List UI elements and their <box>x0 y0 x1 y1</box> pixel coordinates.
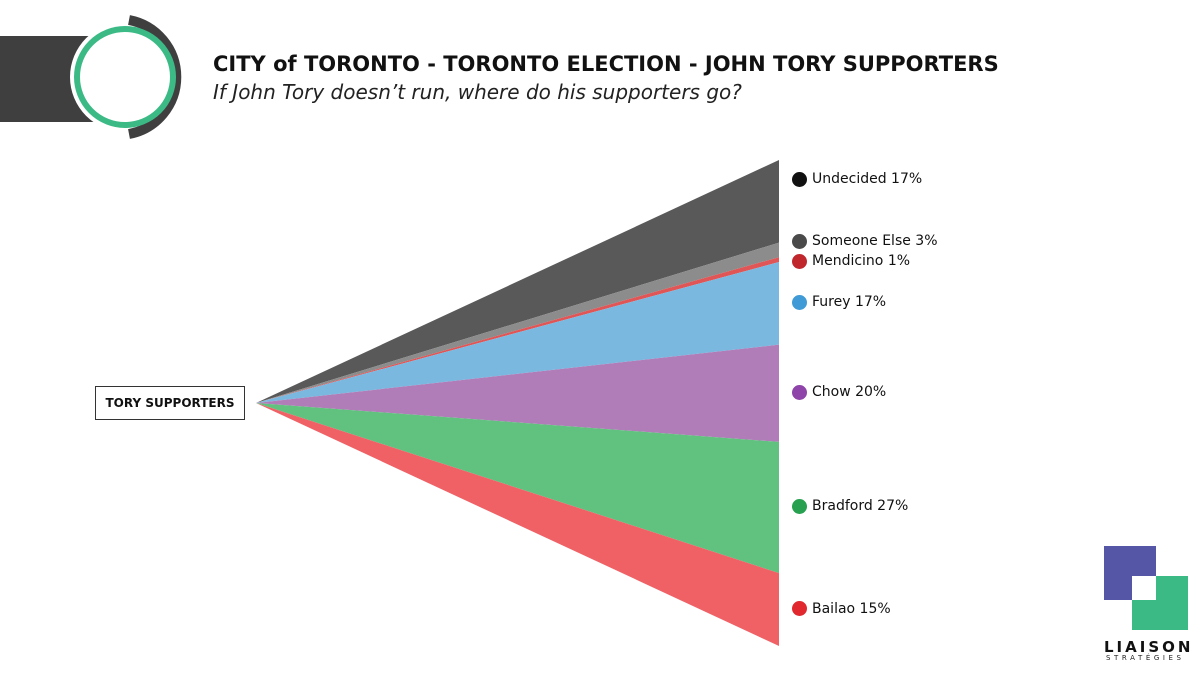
legend-dot-icon <box>792 294 807 310</box>
funnel-segment-undecided <box>256 160 779 403</box>
funnel-segment-furey <box>256 262 779 403</box>
legend-item-someone-else: Someone Else 3% <box>792 233 938 249</box>
legend-label: Bradford 27% <box>812 498 909 515</box>
funnel-segment-someone-else <box>256 242 779 403</box>
legend-dot-icon <box>792 498 807 514</box>
brand-tagline: STRATÉGIES <box>1106 654 1185 662</box>
brand-name: LIAISON <box>1104 638 1194 656</box>
legend-dot-icon <box>792 253 807 269</box>
legend-label: Chow 20% <box>812 384 887 401</box>
legend-dot-icon <box>792 233 807 249</box>
legend-item-furey: Furey 17% <box>792 294 886 310</box>
chart-subtitle: If John Tory doesn’t run, where do his s… <box>213 80 742 104</box>
legend-dot-icon <box>792 601 807 617</box>
legend-dot-icon <box>792 171 807 187</box>
legend-item-mendicino: Mendicino 1% <box>792 253 910 269</box>
funnel-segment-mendicino <box>256 257 779 403</box>
legend-item-bailao: Bailao 15% <box>792 601 891 617</box>
liaison-logo-icon <box>1104 546 1188 630</box>
source-label: TORY SUPPORTERS <box>95 386 245 420</box>
legend-label: Someone Else 3% <box>812 233 938 249</box>
chart-title: CITY of TORONTO - TORONTO ELECTION - JOH… <box>213 52 999 76</box>
legend-label: Mendicino 1% <box>812 253 911 269</box>
legend-item-bradford: Bradford 27% <box>792 498 908 514</box>
legend-label: Undecided 17% <box>812 171 923 187</box>
legend-item-chow: Chow 20% <box>792 384 886 400</box>
funnel-segment-bailao <box>256 403 779 646</box>
legend-item-undecided: Undecided 17% <box>792 171 922 187</box>
legend-label: Bailao 15% <box>812 600 891 617</box>
funnel-segment-chow <box>256 344 779 442</box>
ring-logo-icon <box>70 15 182 139</box>
legend-label: Furey 17% <box>812 294 887 311</box>
legend-dot-icon <box>792 384 807 400</box>
